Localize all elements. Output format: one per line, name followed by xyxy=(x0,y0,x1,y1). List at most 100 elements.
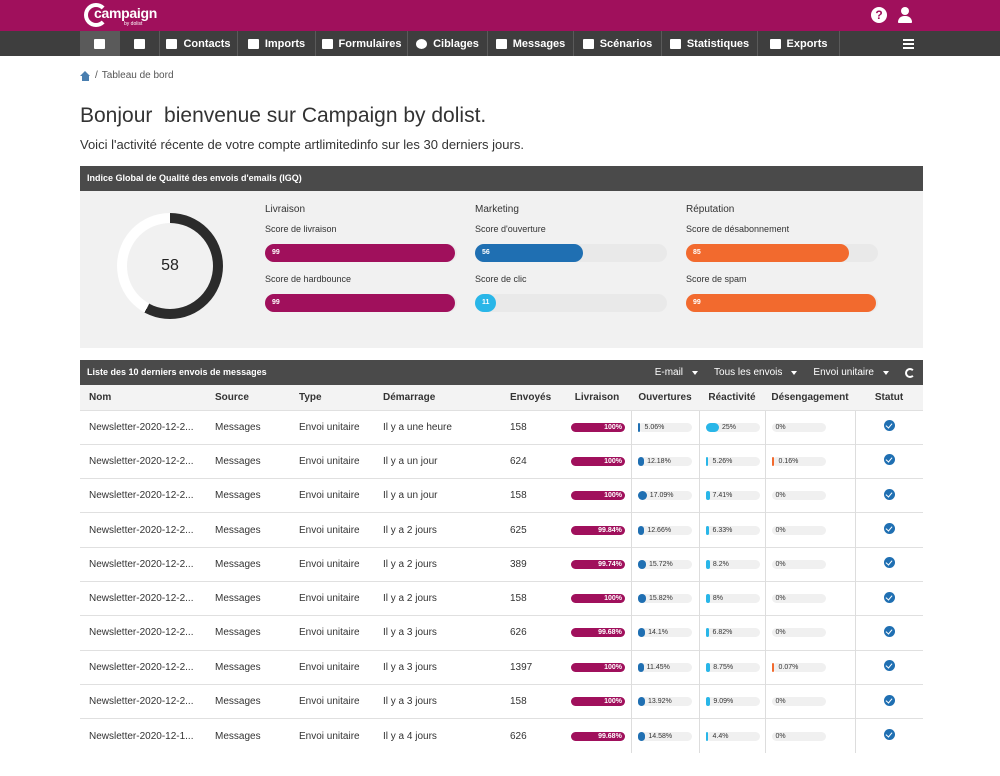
nav-item-contacts[interactable]: Contacts xyxy=(160,31,238,56)
cell-type: Envoi unitaire xyxy=(290,478,374,513)
opens-bar: 14.58% xyxy=(637,731,692,741)
react-bar: 6.33% xyxy=(705,525,760,535)
cell-delivery: 100% xyxy=(563,580,631,616)
react-fill xyxy=(705,628,710,638)
cell-name[interactable]: Newsletter-2020-12-1... xyxy=(80,718,206,753)
dis-value: 0% xyxy=(775,732,786,740)
nav-item-exports[interactable]: Exports xyxy=(758,31,840,56)
table-row[interactable]: Newsletter-2020-12-2... Messages Envoi uni… xyxy=(80,478,923,513)
delivery-value: 100% xyxy=(604,492,622,500)
nav-item-home[interactable] xyxy=(80,31,120,56)
cell-source: Messages xyxy=(206,546,290,582)
campaign-logo[interactable]: campaign by dolist xyxy=(84,3,157,29)
nav-item-messages[interactable]: Messages xyxy=(488,31,574,56)
column-header[interactable]: Livraison xyxy=(563,385,631,410)
menu-burger-icon[interactable] xyxy=(893,31,923,56)
user-icon[interactable] xyxy=(897,7,913,23)
cell-opens: 15.82% xyxy=(630,580,699,616)
cell-dis: 0% xyxy=(764,478,855,513)
column-header[interactable]: Envoyés xyxy=(501,385,563,410)
nav-item-formulaires[interactable]: Formulaires xyxy=(316,31,408,56)
table-row[interactable]: Newsletter-2020-12-2... Messages Envoi uni… xyxy=(80,443,923,479)
igq-metric-value: 56 xyxy=(482,249,490,256)
cell-react: 5.26% xyxy=(698,443,765,479)
column-header[interactable]: Désengagement xyxy=(765,385,855,410)
dis-value: 0% xyxy=(775,423,786,431)
react-bar: 8% xyxy=(705,594,760,604)
column-header[interactable]: Source xyxy=(206,385,290,410)
nav-item-tag[interactable] xyxy=(120,31,160,56)
column-header[interactable]: Réactivité xyxy=(699,385,765,410)
breadcrumb-separator: / xyxy=(95,70,98,81)
cell-start: Il y a un jour xyxy=(374,443,501,479)
filter-dropdown-2[interactable]: Envoi unitaire xyxy=(813,360,889,385)
cell-name[interactable]: Newsletter-2020-12-2... xyxy=(80,443,206,479)
igq-panel-title: Indice Global de Qualité des envois d'em… xyxy=(80,166,923,191)
column-header[interactable]: Nom xyxy=(80,385,206,410)
table-row[interactable]: Newsletter-2020-12-2... Messages Envoi uni… xyxy=(80,580,923,616)
check-circle-icon xyxy=(883,625,895,637)
cell-delivery: 99.68% xyxy=(563,615,631,651)
refresh-icon[interactable] xyxy=(905,367,915,378)
dis-bar: 0.07% xyxy=(771,662,826,672)
column-header[interactable]: Ouvertures xyxy=(631,385,699,410)
cell-name[interactable]: Newsletter-2020-12-2... xyxy=(80,649,206,685)
igq-column-title: Marketing xyxy=(475,204,519,215)
dis-bar: 0% xyxy=(771,525,826,535)
cell-source: Messages xyxy=(206,580,290,616)
cell-name[interactable]: Newsletter-2020-12-2... xyxy=(80,580,206,616)
delivery-fill: 100% xyxy=(571,662,625,672)
table-row[interactable]: Newsletter-2020-12-2... Messages Envoi uni… xyxy=(80,512,923,548)
table-row[interactable]: Newsletter-2020-12-2... Messages Envoi uni… xyxy=(80,615,923,651)
sends-panel: Liste des 10 derniers envois de messages… xyxy=(80,360,923,753)
cell-react: 8% xyxy=(698,580,765,616)
cell-name[interactable]: Newsletter-2020-12-2... xyxy=(80,478,206,513)
cell-source: Messages xyxy=(206,615,290,651)
cell-name[interactable]: Newsletter-2020-12-2... xyxy=(80,615,206,651)
filter-dropdown-0[interactable]: E-mail xyxy=(655,360,699,385)
cell-name[interactable]: Newsletter-2020-12-2... xyxy=(80,546,206,582)
cell-status xyxy=(854,683,923,719)
cell-react: 25% xyxy=(698,409,765,445)
react-value: 25% xyxy=(722,423,737,431)
table-row[interactable]: Newsletter-2020-12-2... Messages Envoi uni… xyxy=(80,649,923,685)
book-icon xyxy=(166,38,178,49)
nav-item-scénarios[interactable]: Scénarios xyxy=(574,31,662,56)
tag-icon xyxy=(134,38,145,49)
table-row[interactable]: Newsletter-2020-12-1... Messages Envoi uni… xyxy=(80,718,923,753)
react-value: 8.75% xyxy=(713,663,734,671)
igq-column-title: Réputation xyxy=(686,204,735,215)
delivery-value: 99.68% xyxy=(598,629,622,637)
check-circle-icon xyxy=(883,454,895,466)
nav-item-ciblages[interactable]: Ciblages xyxy=(408,31,488,56)
cell-name[interactable]: Newsletter-2020-12-2... xyxy=(80,683,206,719)
home-icon[interactable] xyxy=(80,70,91,81)
nav-item-statistiques[interactable]: Statistiques xyxy=(662,31,758,56)
cell-source: Messages xyxy=(206,683,290,719)
cell-status xyxy=(854,546,923,582)
cell-name[interactable]: Newsletter-2020-12-2... xyxy=(80,512,206,548)
opens-fill xyxy=(637,731,646,741)
cell-sent: 158 xyxy=(501,409,563,445)
cell-name[interactable]: Newsletter-2020-12-2... xyxy=(80,409,206,445)
column-header[interactable]: Démarrage xyxy=(374,385,501,410)
opens-fill xyxy=(637,422,641,432)
opens-fill xyxy=(637,697,646,707)
delivery-fill: 99.68% xyxy=(571,731,625,741)
column-header[interactable]: Type xyxy=(290,385,374,410)
nav-item-imports[interactable]: Imports xyxy=(238,31,316,56)
filter-dropdown-1[interactable]: Tous les envois xyxy=(714,360,798,385)
table-row[interactable]: Newsletter-2020-12-2... Messages Envoi uni… xyxy=(80,546,923,582)
igq-metric-label: Score de désabonnement xyxy=(686,224,790,234)
column-header[interactable]: Statut xyxy=(855,385,923,410)
cell-delivery: 99.68% xyxy=(563,718,631,753)
table-row[interactable]: Newsletter-2020-12-2... Messages Envoi uni… xyxy=(80,683,923,719)
cell-dis: 0% xyxy=(764,409,855,445)
dis-bar: 0% xyxy=(771,422,826,432)
delivery-bar: 100% xyxy=(571,456,625,466)
help-icon[interactable]: ? xyxy=(871,7,887,23)
dis-bar: 0% xyxy=(771,697,826,707)
react-value: 7.41% xyxy=(712,492,733,500)
table-row[interactable]: Newsletter-2020-12-2... Messages Envoi uni… xyxy=(80,409,923,445)
delivery-value: 100% xyxy=(604,698,622,706)
